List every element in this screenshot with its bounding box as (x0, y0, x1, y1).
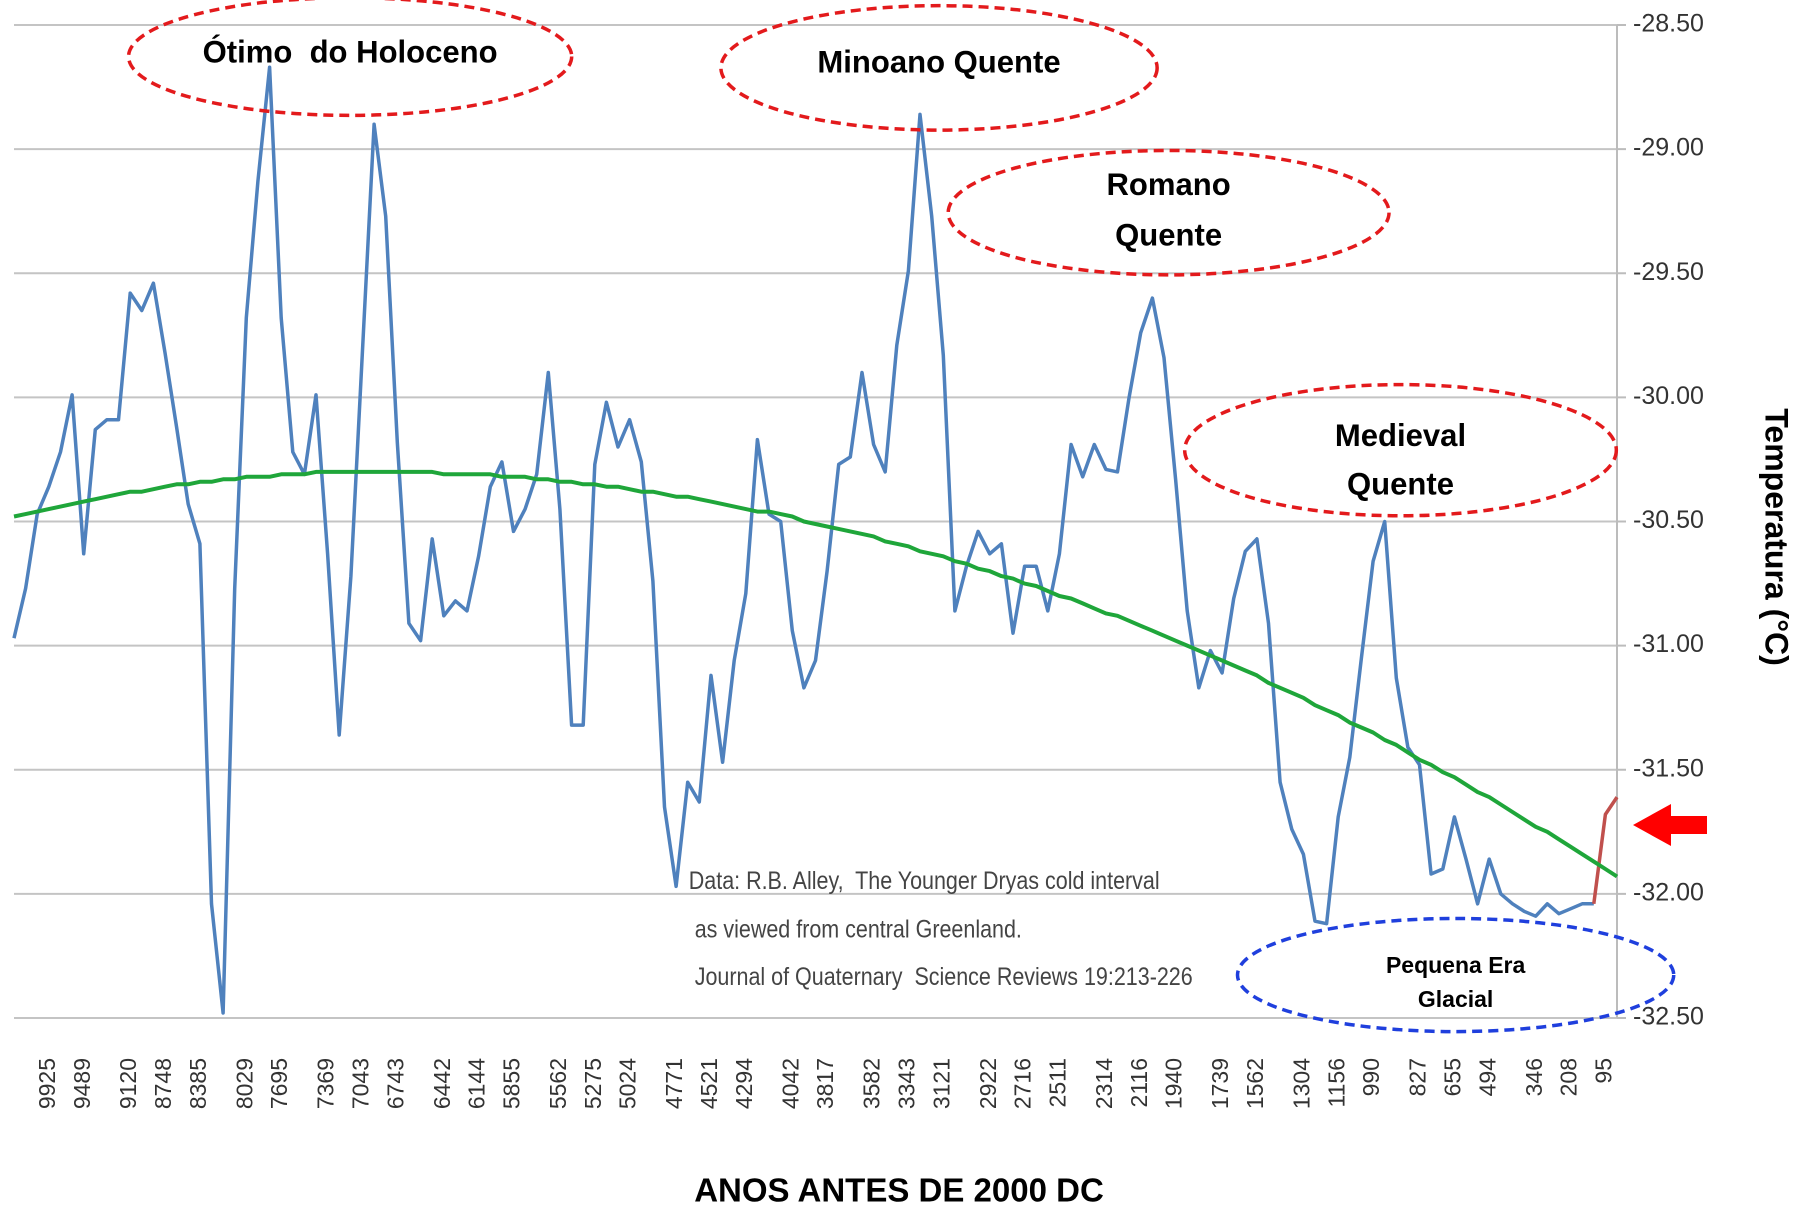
y-tick-label: -30.50 (1633, 506, 1704, 534)
x-tick-label: 2716 (1010, 1058, 1036, 1109)
annotation-ellipse (1182, 382, 1619, 518)
x-tick-label: 4294 (731, 1058, 757, 1109)
data-line (1592, 796, 1619, 905)
y-axis-title: Temperatura (°C) (1759, 408, 1795, 666)
y-tick-label: -31.00 (1633, 630, 1704, 658)
x-tick-label: 1940 (1161, 1058, 1187, 1109)
x-tick-label: 8029 (231, 1058, 257, 1109)
annotation-text: Quente (1115, 218, 1222, 253)
y-tick-label: -29.50 (1633, 258, 1704, 286)
x-tick-label: 208 (1556, 1058, 1582, 1096)
y-tick-label: -30.00 (1633, 382, 1704, 410)
annotation-text: Glacial (1418, 986, 1493, 1012)
x-tick-label: 346 (1521, 1058, 1547, 1096)
x-tick-label: 6144 (464, 1058, 490, 1109)
x-tick-label: 1739 (1207, 1058, 1233, 1109)
x-tick-label: 8748 (150, 1058, 176, 1109)
x-tick-label: 2511 (1045, 1058, 1071, 1107)
x-axis-title: ANOS ANTES DE 2000 DC (694, 1172, 1104, 1209)
x-tick-label: 7043 (348, 1058, 374, 1109)
annotation-text: Romano (1107, 167, 1231, 202)
source-note: Journal of Quaternary Science Reviews 19… (689, 963, 1193, 991)
x-tick-label: 7695 (266, 1058, 292, 1109)
annotations: Ótimo do Holoceno Minoano Quente Romano Que… (126, 0, 1676, 1034)
annotation-ellipse (126, 0, 574, 118)
x-tick-label: 5275 (580, 1058, 606, 1109)
plot (12, 65, 1619, 1015)
x-tick-label: 95 (1590, 1058, 1616, 1084)
x-tick-label: 9925 (34, 1058, 60, 1109)
y-tick-label: -29.00 (1633, 134, 1704, 162)
x-tick-label: 1562 (1242, 1058, 1268, 1109)
x-tick-label: 3817 (812, 1058, 838, 1109)
x-tick-label: 655 (1439, 1058, 1465, 1096)
x-tick-label: 5855 (499, 1058, 525, 1109)
x-tick-label: 9120 (115, 1058, 141, 1109)
data-line (12, 65, 1594, 1015)
annotation-ellipse (1235, 916, 1676, 1034)
x-tick-label: 5024 (615, 1058, 641, 1109)
x-tick-label: 9489 (69, 1058, 95, 1109)
x-tick-label: 8385 (185, 1058, 211, 1109)
annotation-text: Medieval (1335, 418, 1466, 453)
annotation-text: Minoano Quente (817, 45, 1060, 80)
y-tick-label: -32.50 (1633, 1003, 1704, 1031)
annotation-ellipse (946, 148, 1391, 277)
annotation-text: Ótimo do Holoceno (203, 33, 498, 69)
x-tick-label: 1156 (1323, 1058, 1349, 1107)
x-tick-label: 6442 (429, 1058, 455, 1109)
x-tick-label: 3343 (894, 1058, 920, 1109)
x-tick-label: 2922 (975, 1058, 1001, 1109)
x-tick-label: 6743 (382, 1058, 408, 1109)
x-tick-label: 4771 (661, 1058, 687, 1109)
x-tick-label: 2314 (1091, 1058, 1117, 1109)
annotation-ellipse (719, 3, 1159, 132)
grid: -28.50 -29.00 -29.50 -30.00 -30.50 -31.00 -31.… (14, 10, 1704, 1109)
source-note: as viewed from central Greenland. (689, 915, 1022, 943)
source-note: Data: R.B. Alley, The Younger Dryas cold… (689, 866, 1160, 894)
x-tick-label: 7369 (313, 1058, 339, 1109)
data-line (13, 469, 1619, 879)
x-tick-label: 2116 (1126, 1058, 1152, 1107)
x-tick-label: 5562 (545, 1058, 571, 1109)
y-tick-label: -28.50 (1633, 10, 1704, 38)
x-tick-label: 3582 (859, 1058, 885, 1109)
x-tick-label: 3121 (928, 1058, 954, 1109)
x-tick-label: 494 (1474, 1058, 1500, 1097)
y-tick-label: -32.00 (1633, 878, 1704, 906)
x-tick-label: 4042 (777, 1058, 803, 1109)
x-tick-label: 827 (1405, 1058, 1431, 1096)
x-tick-label: 1304 (1288, 1058, 1314, 1109)
y-tick-label: -31.50 (1633, 754, 1704, 782)
x-tick-label: 4521 (696, 1058, 722, 1109)
annotation-text: Quente (1347, 467, 1454, 502)
annotation-text: Pequena Era (1386, 952, 1526, 978)
x-tick-label: 990 (1358, 1058, 1384, 1096)
arrow (1633, 804, 1707, 846)
